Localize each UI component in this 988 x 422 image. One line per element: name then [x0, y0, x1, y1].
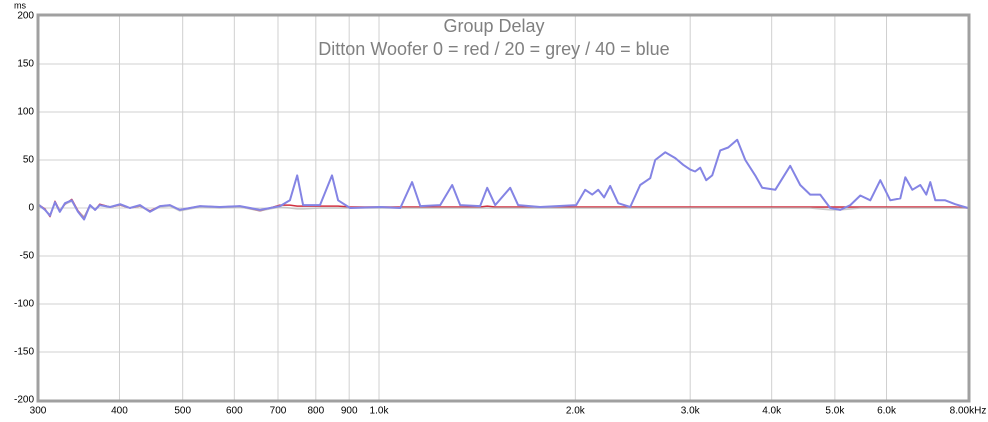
x-tick-label: 4.0k: [762, 406, 782, 417]
x-tick-label: 700: [270, 406, 287, 417]
x-tick-label: 5.0k: [825, 406, 845, 417]
y-tick-label: 100: [17, 107, 34, 118]
y-tick-label: -50: [20, 251, 35, 262]
x-tick-label: 900: [341, 406, 358, 417]
y-tick-label: -100: [14, 299, 34, 310]
x-tick-label: 3.0k: [681, 406, 701, 417]
x-tick-label: 800: [307, 406, 324, 417]
chart-subtitle: Ditton Woofer 0 = red / 20 = grey / 40 =…: [318, 39, 669, 59]
y-tick-label: -150: [14, 347, 34, 358]
x-tick-label: 6.0k: [877, 406, 897, 417]
x-tick-label: 300: [30, 406, 47, 417]
x-tick-label: 1.0k: [370, 406, 390, 417]
x-tick-label: 2.0k: [566, 406, 586, 417]
x-tick-label: 500: [174, 406, 191, 417]
chart-title: Group Delay: [443, 16, 544, 36]
y-tick-label: 50: [23, 155, 35, 166]
x-tick-label: 400: [111, 406, 128, 417]
y-tick-label: 0: [28, 203, 34, 214]
x-tick-label: 8.00kHz: [950, 406, 987, 417]
y-tick-label: 150: [17, 59, 34, 70]
y-tick-label: -200: [14, 395, 34, 406]
plot-frame: [36, 13, 971, 403]
series-line: [37, 138, 969, 221]
x-tick-label: 600: [226, 406, 243, 417]
y-unit: ms: [14, 0, 26, 10]
y-tick-label: 200: [17, 11, 34, 22]
